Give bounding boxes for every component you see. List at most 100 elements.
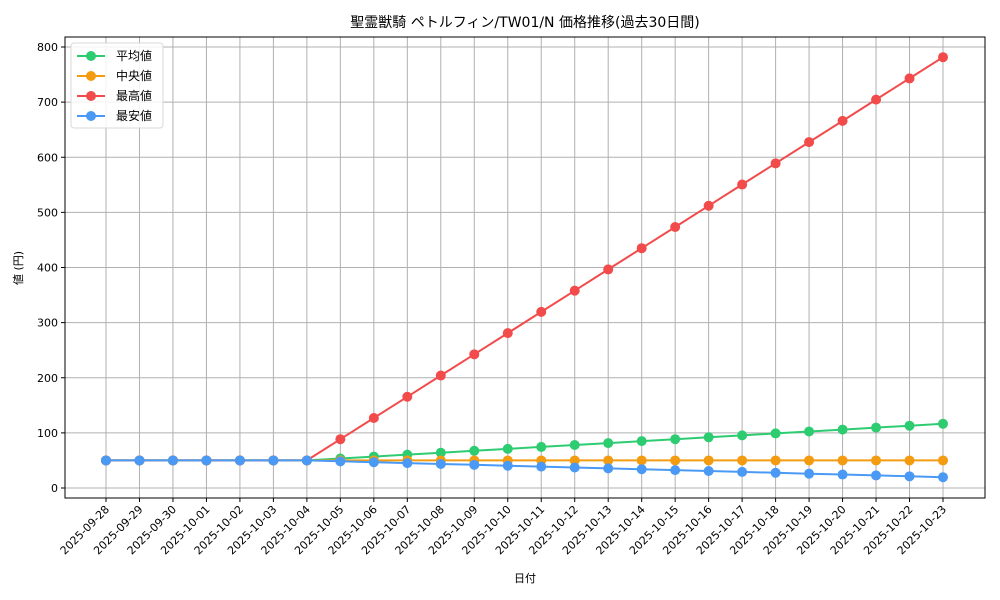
data-point	[871, 94, 882, 105]
data-point	[569, 440, 580, 451]
data-point	[603, 438, 614, 449]
data-point	[101, 455, 111, 466]
data-point	[737, 455, 748, 466]
data-point	[670, 455, 681, 466]
data-point	[201, 455, 212, 466]
data-point	[871, 470, 882, 481]
data-point	[167, 455, 178, 466]
data-point	[770, 467, 781, 478]
data-point	[368, 412, 379, 423]
data-point	[536, 461, 547, 472]
data-point	[469, 349, 480, 360]
data-point	[603, 264, 614, 275]
data-point	[871, 422, 882, 433]
data-point	[670, 465, 681, 476]
legend-label: 中央値	[116, 68, 152, 83]
data-point	[335, 434, 346, 445]
y-tick-label: 800	[37, 41, 58, 54]
legend-marker	[86, 71, 96, 81]
data-point	[737, 430, 748, 441]
data-point	[737, 466, 748, 477]
data-point	[569, 285, 580, 296]
data-point	[904, 471, 915, 482]
y-tick-label: 600	[37, 151, 58, 164]
data-point	[938, 52, 948, 63]
data-point	[904, 455, 915, 466]
data-point	[837, 115, 848, 126]
series-line	[106, 459, 944, 479]
data-point	[938, 472, 948, 483]
data-point	[670, 221, 681, 232]
data-point	[368, 457, 379, 468]
data-point	[435, 370, 446, 381]
series-lines	[101, 52, 948, 483]
data-point	[770, 428, 781, 439]
data-point	[904, 73, 915, 84]
grid-lines	[65, 37, 985, 498]
legend-label: 平均値	[116, 48, 152, 63]
data-point	[938, 418, 948, 429]
x-axis-label: 日付	[514, 572, 536, 585]
y-tick-label: 100	[37, 427, 58, 440]
data-point	[536, 441, 547, 452]
series-line	[106, 422, 944, 462]
data-point	[301, 455, 312, 466]
y-tick-label: 400	[37, 262, 58, 275]
legend-marker	[86, 91, 96, 101]
data-point	[502, 443, 513, 454]
data-point	[737, 179, 748, 190]
data-point	[837, 469, 848, 480]
data-point	[268, 455, 279, 466]
data-point	[804, 468, 815, 479]
series-0	[101, 418, 948, 466]
data-point	[837, 424, 848, 435]
data-point	[569, 455, 580, 466]
legend-item: 平均値	[77, 48, 152, 63]
data-point	[804, 455, 815, 466]
y-tick-label: 500	[37, 206, 58, 219]
legend-item: 中央値	[77, 68, 152, 83]
data-point	[703, 432, 714, 443]
series-3	[101, 455, 948, 483]
data-point	[770, 158, 781, 169]
data-point	[603, 455, 614, 466]
legend-label: 最高値	[116, 88, 152, 103]
legend-marker	[86, 111, 96, 121]
data-point	[904, 420, 915, 431]
legend-marker	[86, 51, 96, 61]
legend-label: 最安値	[116, 108, 152, 123]
data-point	[804, 426, 815, 437]
data-point	[469, 445, 480, 456]
legend-item: 最安値	[77, 108, 152, 123]
data-point	[703, 455, 714, 466]
data-point	[569, 462, 580, 473]
data-point	[938, 455, 948, 466]
data-point	[770, 455, 781, 466]
data-point	[670, 434, 681, 445]
data-point	[402, 391, 413, 402]
y-tick-label: 300	[37, 317, 58, 330]
y-axis-label: 値 (円)	[12, 251, 25, 285]
data-point	[636, 243, 647, 254]
data-point	[502, 328, 513, 339]
series-2	[101, 52, 948, 466]
chart-title: 聖霊獣騎 ペトルフィン/TW01/N 価格推移(過去30日間)	[350, 15, 699, 31]
data-point	[636, 455, 647, 466]
data-point	[603, 463, 614, 474]
data-point	[435, 447, 446, 458]
legend-box	[70, 42, 164, 129]
data-point	[234, 455, 245, 466]
data-point	[402, 458, 413, 469]
data-point	[636, 436, 647, 447]
data-point	[703, 200, 714, 211]
y-tick-label: 700	[37, 96, 58, 109]
data-point	[804, 137, 815, 148]
data-point	[134, 455, 145, 466]
data-point	[636, 464, 647, 475]
y-tick-label: 0	[51, 482, 58, 495]
data-point	[335, 456, 346, 467]
data-point	[837, 455, 848, 466]
legend-item: 最高値	[77, 88, 152, 103]
